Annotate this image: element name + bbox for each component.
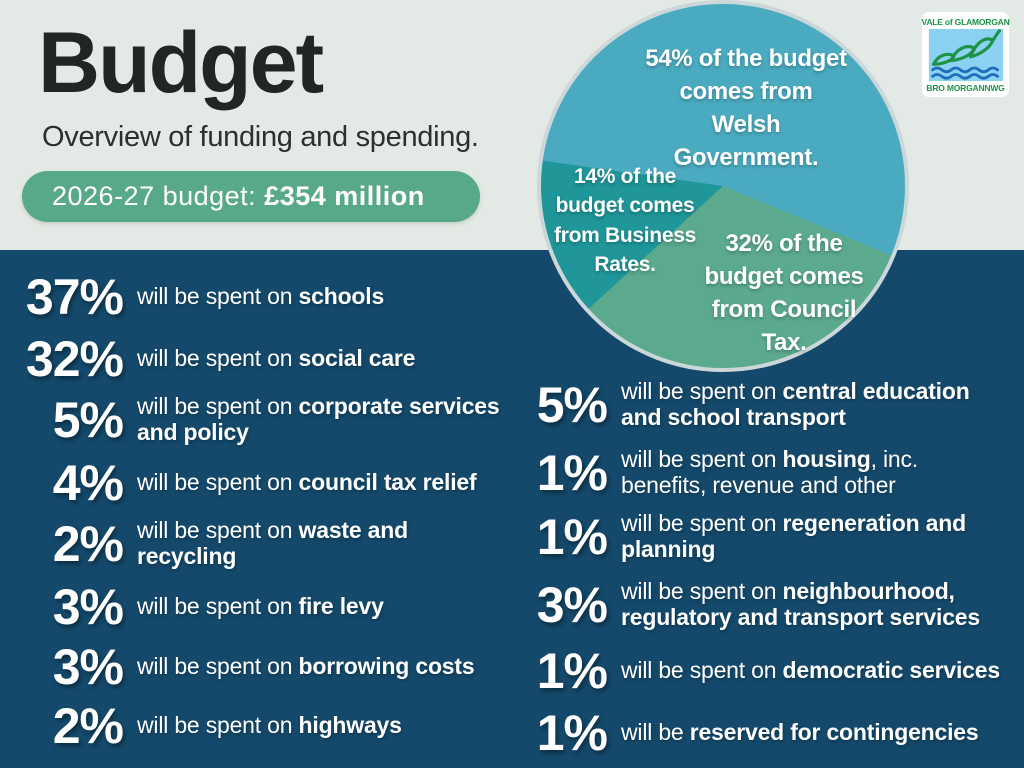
spending-description: will be spent on regeneration and planni… (621, 510, 966, 562)
budget-total-label: 2026-27 budget: (52, 181, 257, 211)
spending-percent: 3% (52, 579, 124, 635)
spending-percent: 4% (52, 455, 124, 511)
spending-percent: 5% (52, 392, 124, 448)
spending-percent: 1% (536, 509, 608, 565)
spending-item: 2% will be spent on highways (20, 697, 505, 755)
spending-column-left: 37% will be spent on schools 32% will be sp… (20, 0, 520, 768)
spending-description: will be reserved for contingencies (621, 719, 979, 746)
spending-description: will be spent on democratic services (621, 657, 1000, 684)
spending-percent: 1% (536, 705, 608, 761)
page-title: Budget (38, 15, 324, 111)
spending-item: 3% will be spent on neighbourhood, regula… (532, 576, 1009, 634)
vale-of-glamorgan-logo: VALE of GLAMORGAN BRO MORGANNWG (921, 12, 1010, 97)
spending-description: will be spent on waste and recycling (137, 517, 408, 569)
page-subtitle: Overview of funding and spending. (42, 121, 479, 153)
spending-item: 1% will be spent on democratic services (532, 642, 1009, 700)
spending-description: will be spent on schools (137, 283, 385, 310)
spending-description: will be spent on borrowing costs (137, 653, 475, 680)
spending-description: will be spent on housing, inc. benefits,… (621, 446, 918, 498)
spending-item: 5% will be spent on corporate services an… (20, 391, 505, 449)
spending-percent: 3% (536, 577, 608, 633)
spending-item: 37% will be spent on schools (20, 268, 505, 326)
spending-description: will be spent on highways (137, 712, 402, 739)
spending-description: will be spent on corporate services and … (137, 393, 500, 445)
spending-item: 2% will be spent on waste and recycling (20, 515, 505, 573)
spending-percent: 1% (536, 643, 608, 699)
spending-item: 1% will be spent on regeneration and plan… (532, 508, 1009, 566)
spending-percent: 5% (536, 377, 608, 433)
spending-item: 3% will be spent on borrowing costs (20, 638, 505, 696)
pie-segment-label-council-tax: 32% of the budget comes from Council Tax… (704, 229, 864, 357)
spending-description: will be spent on social care (137, 345, 416, 372)
spending-item: 1% will be reserved for contingencies (532, 704, 1009, 762)
spending-item: 1% will be spent on housing, inc. benefit… (532, 444, 1009, 502)
spending-description: will be spent on neighbourhood, regulato… (621, 578, 980, 630)
budget-total-badge: 2026-27 budget: £354 million (22, 171, 480, 222)
spending-description: will be spent on fire levy (137, 593, 384, 620)
spending-percent: 3% (52, 639, 124, 695)
spending-item: 5% will be spent on central education and… (532, 376, 1009, 434)
spending-percent: 37% (25, 269, 124, 325)
spending-column-right: 5% will be spent on central education and… (532, 0, 1012, 768)
funding-pie-chart: 54% of the budget comes from Welsh Gover… (537, 0, 909, 372)
spending-percent: 32% (25, 331, 124, 387)
spending-description: will be spent on central education and s… (621, 378, 970, 430)
spending-item: 32% will be spent on social care (20, 330, 505, 388)
spending-description: will be spent on council tax relief (137, 469, 477, 496)
coastline-logo-icon (928, 28, 1003, 81)
budget-total-value: £354 million (264, 181, 425, 211)
logo-name-welsh: BRO MORGANNWG (926, 82, 1005, 93)
logo-name-english: VALE of GLAMORGAN (921, 16, 1010, 27)
spending-item: 3% will be spent on fire levy (20, 578, 505, 636)
pie-segment-label-welsh-government: 54% of the budget comes from Welsh Gover… (645, 44, 847, 172)
spending-percent: 2% (52, 516, 124, 572)
spending-percent: 2% (52, 698, 124, 754)
spending-percent: 1% (536, 445, 608, 501)
bottom-section (0, 250, 1024, 768)
pie-segment-label-business-rates: 14% of the budget comes from Business Ra… (554, 165, 696, 277)
spending-item: 4% will be spent on council tax relief (20, 454, 505, 512)
